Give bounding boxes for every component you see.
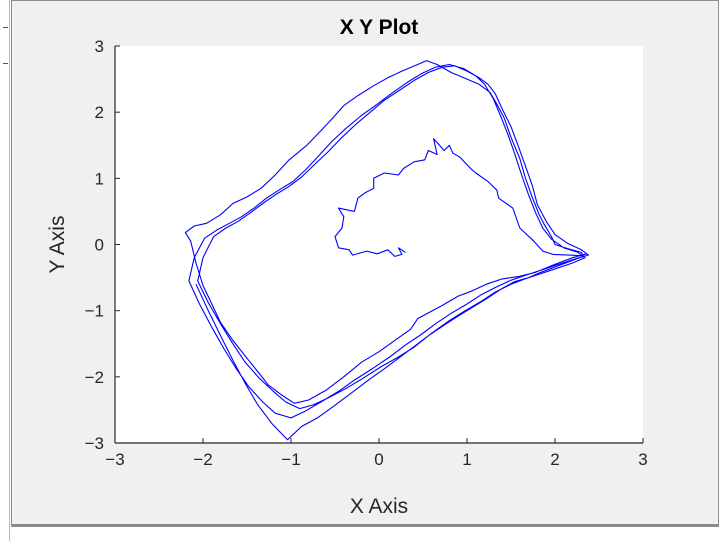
edge-mark	[3, 27, 8, 28]
series-line	[184, 60, 589, 441]
x-tick-label: 3	[638, 450, 647, 469]
x-tick-label: 0	[374, 450, 383, 469]
x-tick-label: −1	[281, 450, 300, 469]
plot-canvas: X Y Plot −3 −2 −1 0 1 2 3 −3 −2 −1 0 1 2 3 X Axis Y …	[46, 16, 648, 518]
x-ticks: −3 −2 −1 0 1 2 3	[105, 438, 648, 469]
y-tick-label: 1	[95, 169, 104, 188]
y-tick-label: 2	[95, 103, 104, 122]
x-tick-label: −2	[193, 450, 212, 469]
series-layer	[184, 60, 589, 441]
y-tick-label: 0	[95, 236, 104, 255]
chart-title: X Y Plot	[340, 16, 419, 39]
edge-mark	[3, 63, 8, 64]
axes-background	[115, 46, 643, 443]
left-window-edge	[0, 0, 10, 541]
x-tick-label: 1	[462, 450, 471, 469]
y-tick-label: −1	[85, 302, 104, 321]
y-ticks: −3 −2 −1 0 1 2 3	[85, 37, 120, 453]
y-tick-label: 3	[95, 37, 104, 56]
y-axis-label: Y Axis	[46, 216, 69, 274]
figure-window: X Y Plot −3 −2 −1 0 1 2 3 −3 −2 −1 0 1 2 3 X Axis Y …	[11, 0, 719, 527]
x-axis-label: X Axis	[350, 495, 408, 518]
y-tick-label: −2	[85, 368, 104, 387]
x-tick-label: 2	[550, 450, 559, 469]
y-tick-label: −3	[85, 434, 104, 453]
x-tick-label: −3	[105, 450, 124, 469]
